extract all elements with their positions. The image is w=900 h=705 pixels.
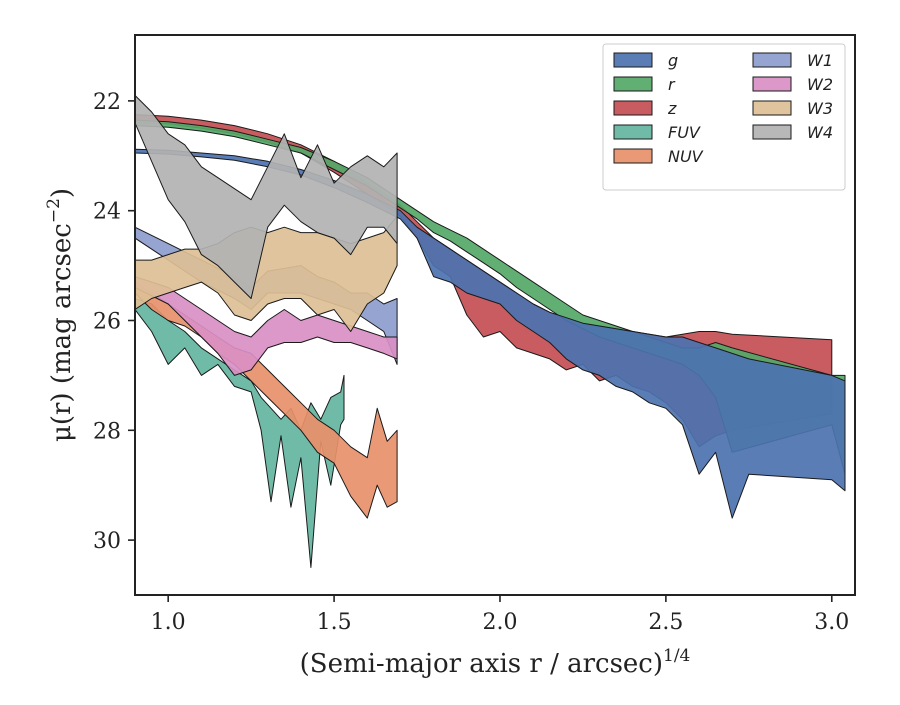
y-axis-ticks: 22 24 26 28 30 <box>93 90 135 554</box>
x-tick-label: 2.0 <box>482 610 517 635</box>
band-g <box>135 148 846 519</box>
legend-label-w3: W3 <box>807 99 833 118</box>
y-axis-label-suffix: ) <box>47 188 77 198</box>
legend-label-z: z <box>667 99 677 118</box>
legend-swatch-w2 <box>752 76 792 92</box>
legend-label-g: g <box>668 51 678 70</box>
y-tick-label: 22 <box>93 90 121 115</box>
plot-frame <box>134 34 856 596</box>
legend-label-w2: W2 <box>807 75 833 94</box>
legend-swatch-nuv <box>613 148 653 164</box>
y-axis-label-main: μ(r) (mag arcsec <box>47 223 77 442</box>
series-layer <box>135 94 846 568</box>
legend-label-nuv: NUV <box>668 147 704 166</box>
band-w4 <box>135 94 398 299</box>
legend-label-w4: W4 <box>807 123 833 142</box>
x-axis-ticks: 1.0 1.5 2.0 2.5 3.0 <box>151 595 849 635</box>
y-tick-label: 30 <box>93 529 121 554</box>
legend-label-fuv: FUV <box>668 123 701 142</box>
legend-swatch-w1 <box>752 52 792 68</box>
legend-swatch-r <box>613 76 653 92</box>
y-tick-label: 24 <box>93 200 121 225</box>
legend-label-w1: W1 <box>807 51 833 70</box>
y-tick-label: 28 <box>93 419 121 444</box>
legend-swatch-w4 <box>752 124 792 140</box>
x-tick-label: 2.5 <box>648 610 683 635</box>
legend-swatch-fuv <box>613 124 653 140</box>
x-tick-label: 3.0 <box>814 610 849 635</box>
band-w2 <box>135 276 398 376</box>
legend-label-r: r <box>668 75 676 94</box>
legend: grz FUV NUV W1 W2 W3 W4 <box>602 43 846 191</box>
y-tick-label: 26 <box>93 309 121 334</box>
x-axis-label: (Semi-major axis r / arcsec)1/4 <box>300 646 691 679</box>
y-axis-label: μ(r) (mag arcsec−2) <box>44 188 77 442</box>
legend-swatch-w3 <box>752 100 792 116</box>
x-tick-label: 1.0 <box>151 610 186 635</box>
x-axis-label-superscript: 1/4 <box>663 646 690 666</box>
x-axis-label-main: (Semi-major axis r / arcsec) <box>300 649 663 679</box>
legend-swatch-g <box>613 52 653 68</box>
x-tick-label: 1.5 <box>317 610 352 635</box>
y-axis-label-superscript: −2 <box>44 198 64 223</box>
legend-swatch-z <box>613 100 653 116</box>
